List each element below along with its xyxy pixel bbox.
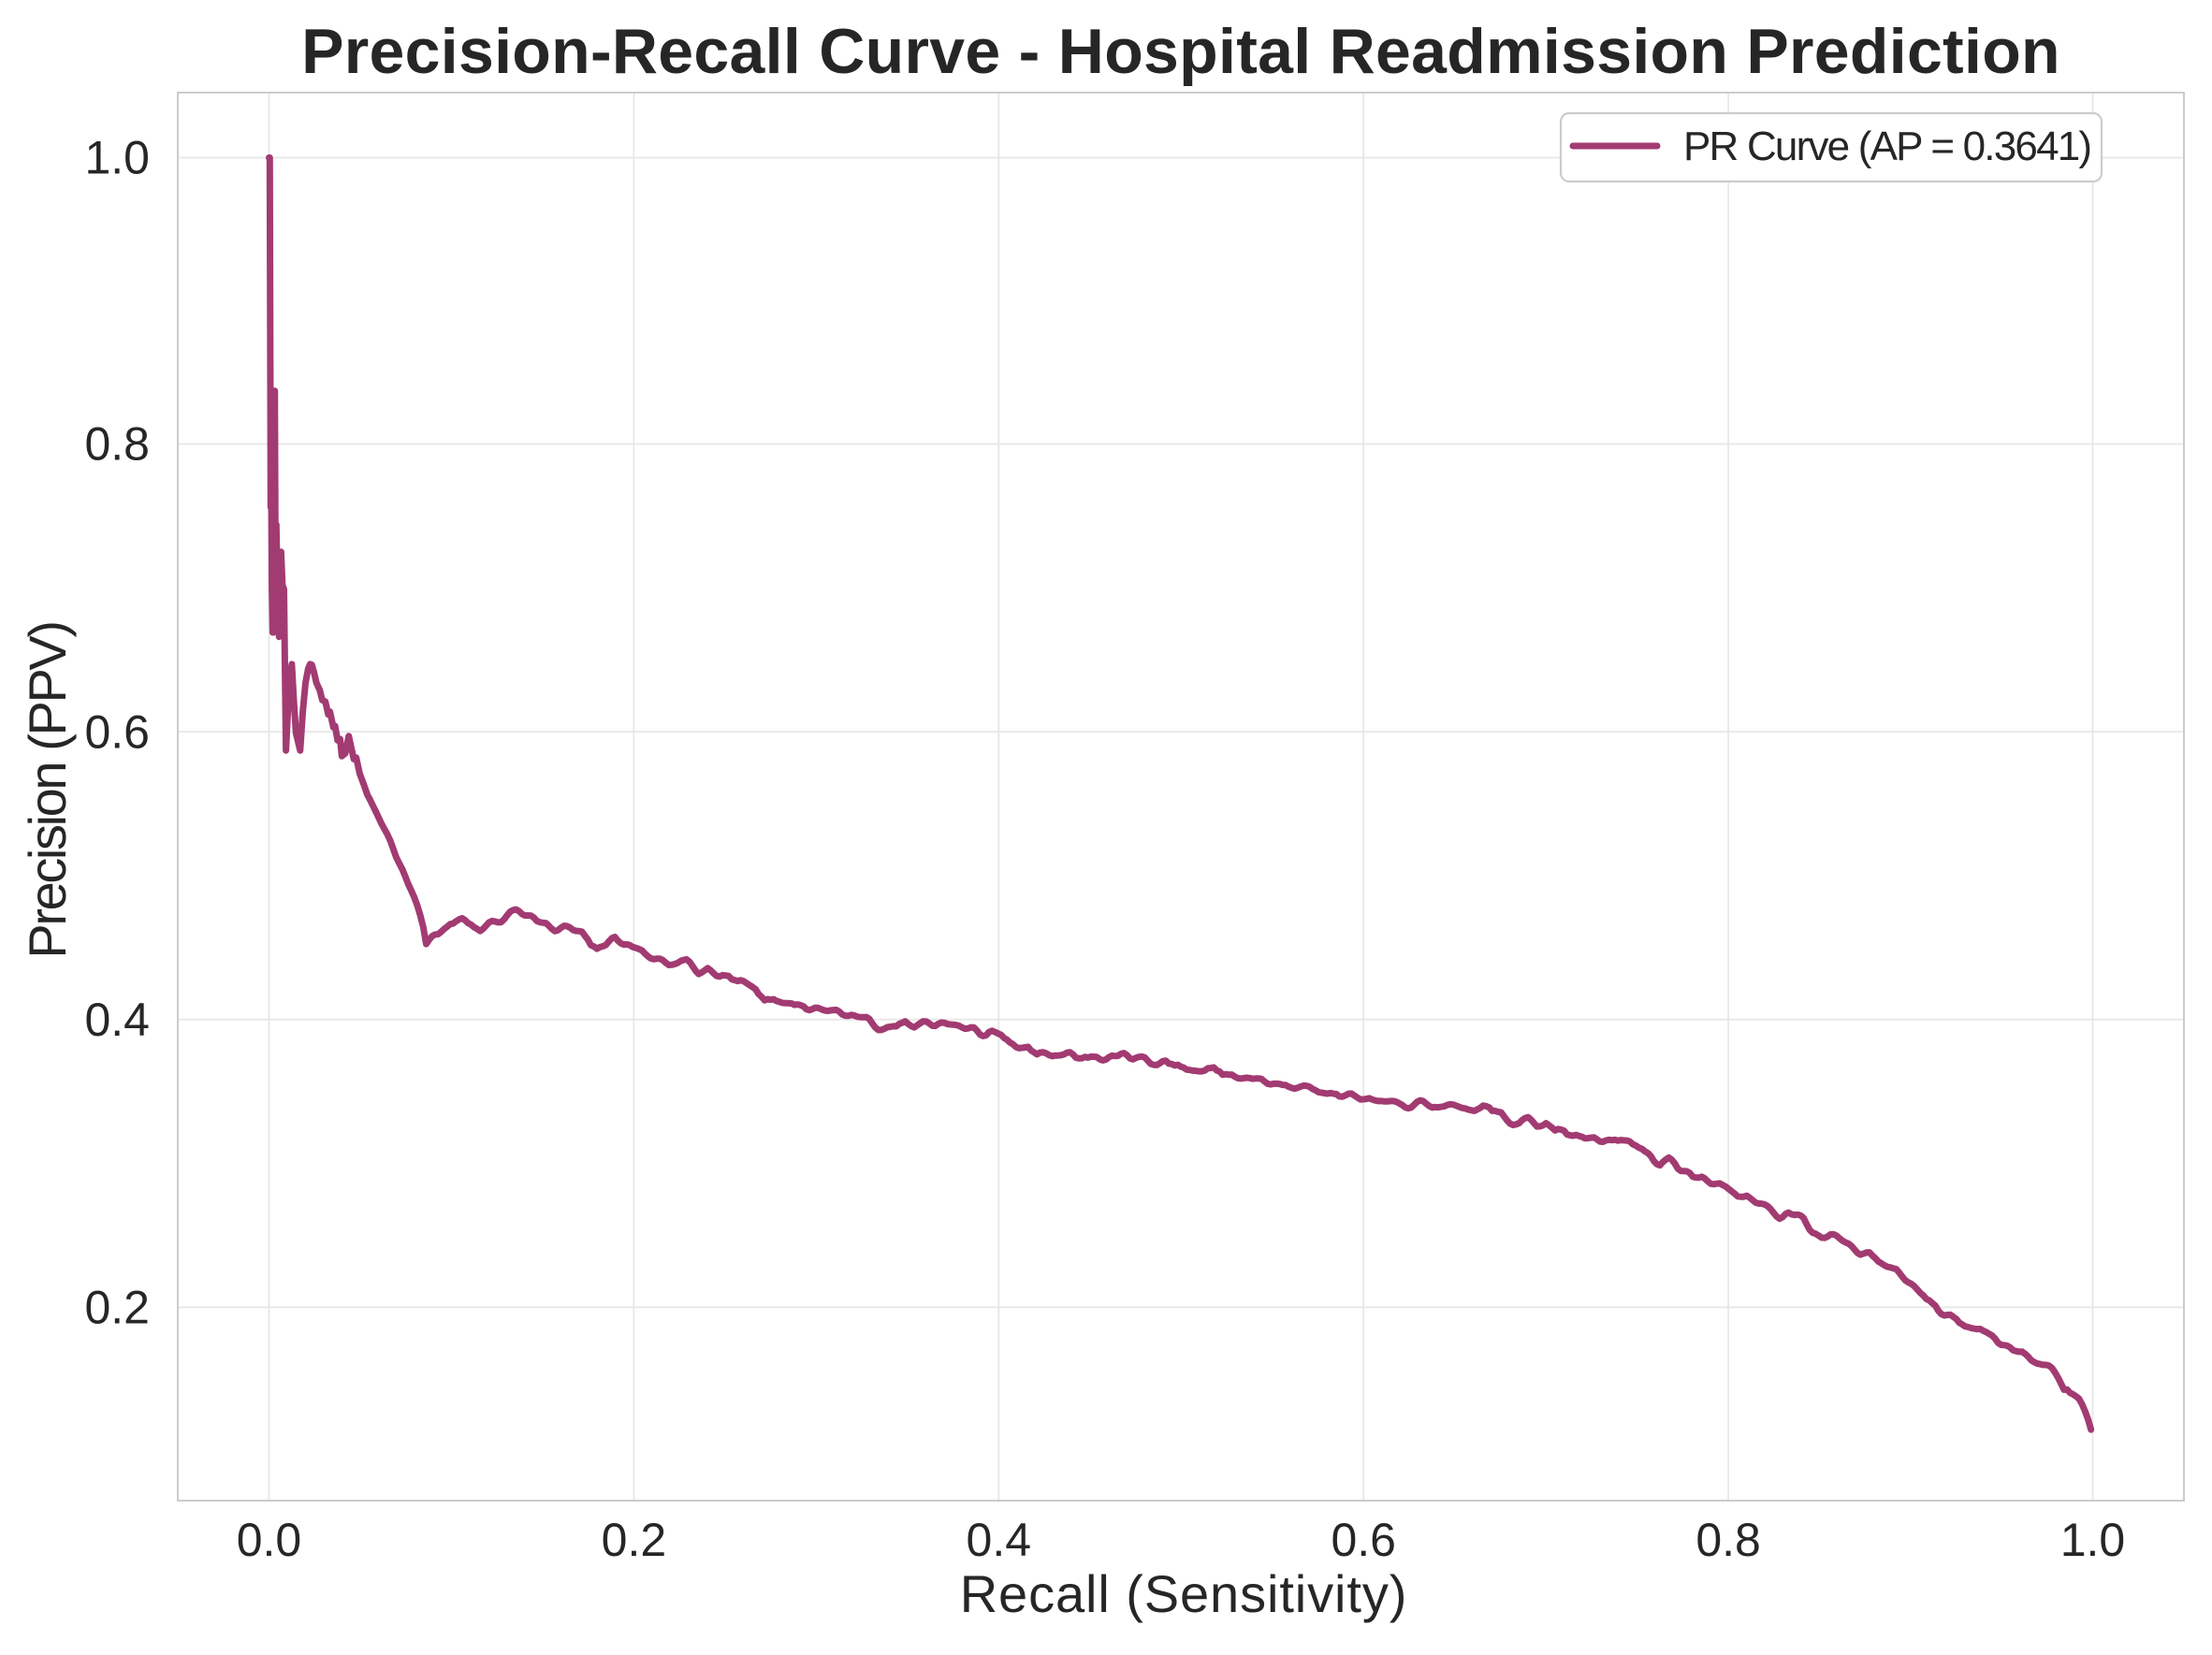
svg-text:PR Curve (AP = 0.3641): PR Curve (AP = 0.3641) <box>1683 123 2090 169</box>
svg-text:0.0: 0.0 <box>237 1514 302 1566</box>
svg-text:Recall (Sensitivity): Recall (Sensitivity) <box>960 1564 1408 1623</box>
svg-text:0.4: 0.4 <box>967 1514 1032 1566</box>
svg-text:1.0: 1.0 <box>2060 1514 2126 1566</box>
svg-text:0.6: 0.6 <box>84 705 150 758</box>
svg-text:0.2: 0.2 <box>602 1514 667 1566</box>
svg-text:0.8: 0.8 <box>84 418 150 471</box>
svg-text:0.8: 0.8 <box>1695 1514 1761 1566</box>
svg-text:0.6: 0.6 <box>1331 1514 1396 1566</box>
svg-text:0.2: 0.2 <box>84 1282 150 1334</box>
svg-text:Precision-Recall Curve - Hospi: Precision-Recall Curve - Hospital Readmi… <box>301 16 2060 87</box>
svg-text:0.4: 0.4 <box>84 994 150 1046</box>
svg-text:Precision (PPV): Precision (PPV) <box>18 622 77 958</box>
svg-text:1.0: 1.0 <box>84 132 150 184</box>
